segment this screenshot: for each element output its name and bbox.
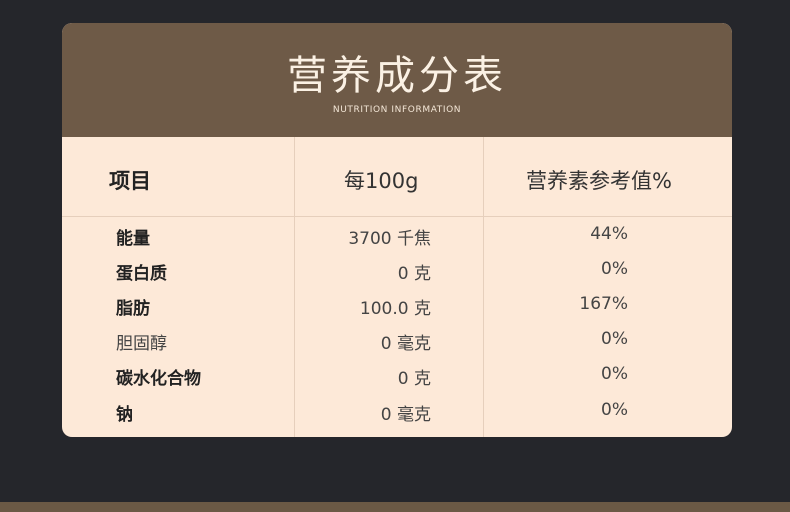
column-header-per100g: 每100g (344, 169, 419, 193)
row-nrv-value: 0% (601, 329, 628, 349)
row-nrv-value: 0% (601, 364, 628, 384)
row-per100g-value: 0 毫克 (380, 405, 431, 425)
column-divider (294, 137, 295, 437)
table-header-banner: 营养成分表 NUTRITION INFORMATION (62, 23, 732, 137)
row-nrv-value: 0% (601, 400, 628, 420)
row-item-name: 脂肪 (116, 299, 150, 319)
row-per100g-value: 0 毫克 (380, 334, 431, 354)
column-divider (483, 137, 484, 437)
column-header-item: 项目 (109, 169, 151, 193)
row-item-name: 蛋白质 (116, 264, 167, 284)
row-per100g-value: 0 克 (397, 369, 431, 389)
subtitle: NUTRITION INFORMATION (332, 105, 462, 115)
bottom-strip (0, 502, 790, 512)
column-header-nrv: 营养素参考值% (526, 169, 672, 193)
page-title: 营养成分表 (287, 53, 507, 99)
row-divider (62, 216, 732, 217)
row-nrv-value: 44% (590, 224, 628, 244)
row-per100g-value: 0 克 (397, 264, 431, 284)
row-per100g-value: 3700 千焦 (348, 229, 431, 249)
row-per100g-value: 100.0 克 (359, 299, 431, 319)
row-item-name: 钠 (116, 405, 133, 425)
row-item-name: 胆固醇 (116, 334, 167, 354)
row-item-name: 能量 (116, 229, 150, 249)
row-item-name: 碳水化合物 (116, 369, 201, 389)
row-nrv-value: 167% (579, 294, 628, 314)
row-nrv-value: 0% (601, 259, 628, 279)
nutrition-table: 营养成分表 NUTRITION INFORMATION 项目 每100g 营养素… (62, 23, 732, 437)
